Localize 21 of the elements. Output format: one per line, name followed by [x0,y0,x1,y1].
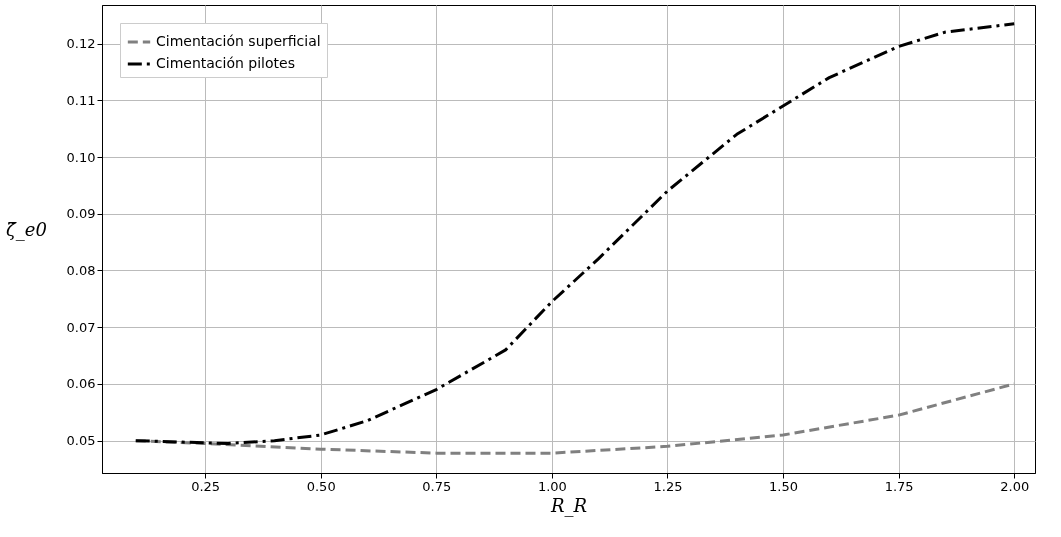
y-tick-label: 0.11 [66,92,96,108]
x-tick-label: 0.50 [306,478,336,494]
y-tick-label: 0.10 [66,149,96,165]
x-tick-label: 2.00 [1000,478,1030,494]
x-axis-title: R_R [549,494,588,517]
y-axis-title: ζ̃_e0 [6,218,47,241]
y-tick-label: 0.07 [66,319,96,335]
x-tick-label: 1.00 [537,478,567,494]
y-tick-label: 0.06 [66,376,96,392]
y-tick-label: 0.09 [66,206,96,222]
line-series [134,22,1016,445]
x-tick-label: 0.25 [191,478,221,494]
y-tick-label: 0.12 [66,36,96,52]
x-tick-label: 1.50 [769,478,798,494]
x-tick-label: 1.25 [653,478,683,494]
y-tick-label: 0.05 [66,433,96,449]
y-tick-label: 0.08 [66,262,96,278]
x-tick-label: 0.75 [422,478,452,494]
x-tick-label: 1.75 [884,478,914,494]
legend-label: Cimentación superficial [156,33,321,49]
legend-label: Cimentación pilotes [156,55,295,71]
